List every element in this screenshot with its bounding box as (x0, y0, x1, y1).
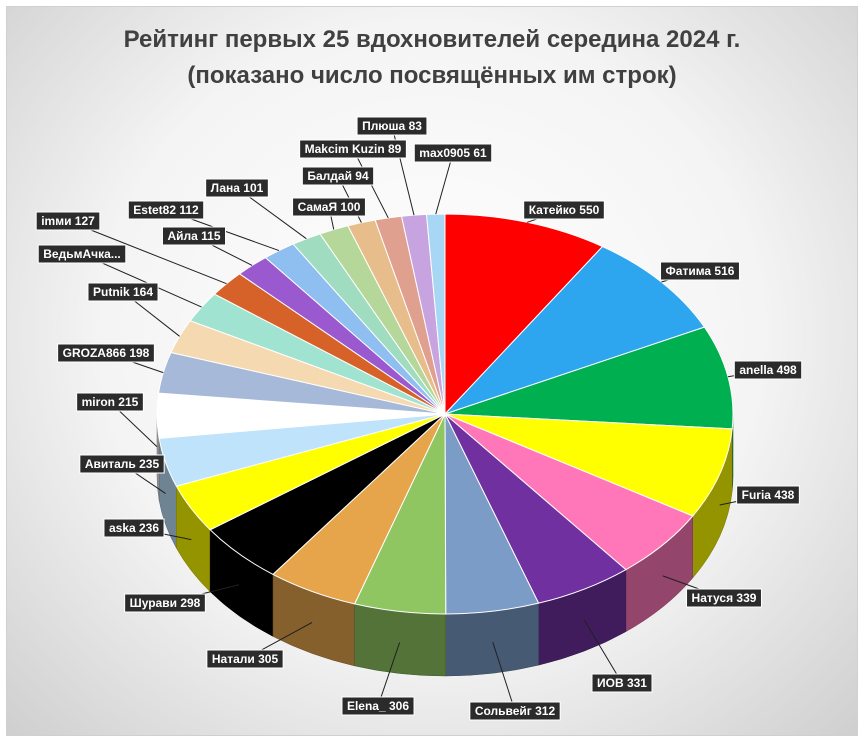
data-label-text: Putnik 164 (93, 285, 153, 299)
data-label-slice-6: ИОВ 331 (591, 673, 653, 693)
data-label-box (124, 593, 206, 613)
data-label-box (660, 261, 740, 281)
data-label-text: Сольвейг 312 (475, 704, 556, 718)
data-label-text: Балдай 94 (307, 169, 369, 183)
data-label-text: Elena_ 306 (347, 699, 409, 713)
data-label-box (35, 211, 101, 231)
data-label-miron: miron 215 (76, 392, 144, 412)
data-label-slice-22: Балдай 94 (301, 166, 375, 186)
data-label-slice-7: Сольвейг 312 (469, 701, 561, 721)
data-label-box (87, 282, 159, 302)
data-label-text: imми 127 (41, 214, 95, 228)
data-label-box (356, 116, 428, 136)
data-label-box (206, 649, 284, 669)
data-label-box (733, 360, 803, 380)
leader-line-elena (377, 642, 401, 707)
data-label-slice-16: ВедьмАчка... (37, 244, 127, 264)
data-label-text: СамаЯ 100 (298, 200, 361, 214)
data-label-text: Лана 101 (211, 181, 264, 195)
data-label-text: ИОВ 331 (597, 676, 647, 690)
data-label-box (591, 673, 653, 693)
data-label-slice-5: Натуся 339 (686, 588, 762, 608)
data-label-putnik: Putnik 164 (87, 282, 159, 302)
data-label-box (292, 197, 366, 217)
data-label-slice-9: Натали 305 (206, 649, 284, 669)
pie-slice-slice-2[interactable] (444, 245, 706, 415)
data-label-box (299, 139, 407, 159)
data-label-slice-12: Авиталь 235 (79, 454, 165, 474)
data-label-text: Натуся 339 (692, 591, 757, 605)
pie-top (156, 213, 734, 615)
data-label-box (161, 226, 227, 246)
leader-line-im (67, 220, 227, 285)
data-label-box (523, 200, 605, 220)
pie-side-elena (354, 603, 447, 677)
data-label-text: Катейко 550 (529, 203, 600, 217)
pie-slice-anella[interactable] (444, 326, 734, 430)
data-label-box (76, 392, 144, 412)
data-label-im: imми 127 (35, 211, 101, 231)
leader-line-slice-7 (492, 642, 516, 712)
pie-slice-slice-1[interactable] (444, 213, 604, 416)
data-label-box (413, 143, 493, 163)
data-label-box (686, 588, 762, 608)
data-label-max0905: max0905 61 (413, 143, 493, 163)
data-label-text: Натали 305 (212, 652, 279, 666)
data-label-makcim-kuzin: Makcim Kuzin 89 (299, 139, 407, 159)
data-label-anella: anella 498 (733, 360, 803, 380)
chart-subtitle: (показано число посвящённых им строк) (187, 62, 677, 89)
data-label-box (341, 696, 415, 716)
data-label-groza866: GROZA866 198 (57, 343, 155, 363)
data-label-text: Авиталь 235 (85, 457, 160, 471)
data-label-text: miron 215 (82, 395, 139, 409)
data-label-elena: Elena_ 306 (341, 696, 415, 716)
data-label-box (301, 166, 375, 186)
data-labels: Катейко 550 Фатима 516 anella 498 Furia 438… (35, 116, 803, 721)
data-label-text: Furia 438 (742, 488, 795, 502)
data-label-slice-2: Фатима 516 (660, 261, 740, 281)
data-label-text: Фатима 516 (666, 264, 735, 278)
data-label-box (103, 518, 165, 538)
data-label-box (469, 701, 561, 721)
data-label-slice-20: Лана 101 (205, 178, 269, 198)
data-label-slice-10: Шурави 298 (124, 593, 206, 613)
data-label-slice-24: Плюша 83 (356, 116, 428, 136)
pie-slice-max0905[interactable] (425, 213, 446, 415)
data-label-box (37, 244, 127, 264)
data-label-text: Шурави 298 (130, 596, 201, 610)
data-label-slice-18: Айла 115 (161, 226, 227, 246)
data-label-text: Айла 115 (167, 229, 220, 243)
data-label-text: GROZA866 198 (63, 346, 150, 360)
data-label-box (57, 343, 155, 363)
leader-line-max0905 (435, 152, 454, 215)
leader-line-slice-24 (391, 125, 415, 216)
data-label-slice-21: СамаЯ 100 (292, 197, 366, 217)
data-label-text: Estet82 112 (133, 203, 199, 217)
chart-title: Рейтинг первых 25 вдохновителей середина… (123, 26, 741, 53)
data-label-text: Плюша 83 (362, 119, 422, 133)
data-label-text: aska 236 (109, 521, 159, 535)
pie-slice-furia[interactable] (444, 413, 733, 517)
data-label-slice-1: Катейко 550 (523, 200, 605, 220)
data-label-estet82: Estet82 112 (127, 200, 205, 220)
data-label-box (79, 454, 165, 474)
data-label-box (205, 178, 269, 198)
data-label-text: anella 498 (739, 363, 797, 377)
data-label-box (127, 200, 205, 220)
pie-depth (156, 413, 734, 677)
leader-line-slice-6 (583, 619, 623, 684)
data-label-furia: Furia 438 (736, 485, 800, 505)
data-label-text: max0905 61 (419, 146, 487, 160)
data-label-text: ВедьмАчка... (43, 247, 121, 261)
data-label-aska: aska 236 (103, 518, 165, 538)
data-label-box (736, 485, 800, 505)
data-label-text: Makcim Kuzin 89 (305, 142, 402, 156)
